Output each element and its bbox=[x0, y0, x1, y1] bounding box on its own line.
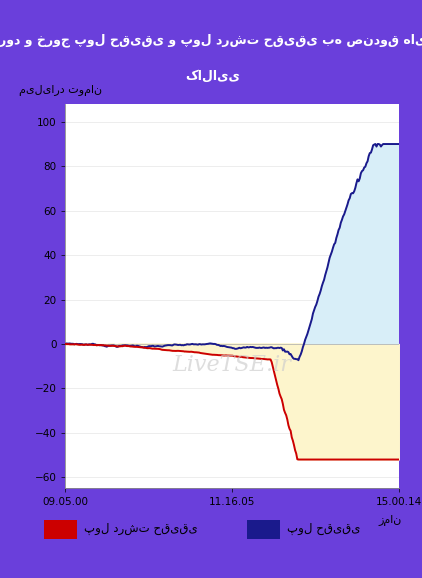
Text: زمان: زمان bbox=[379, 516, 402, 527]
Text: میلیارد تومان: میلیارد تومان bbox=[19, 86, 102, 97]
Text: پول درشت حقیقی: پول درشت حقیقی bbox=[84, 523, 197, 535]
Text: پول حقیقی: پول حقیقی bbox=[287, 523, 360, 535]
Text: کالایی: کالایی bbox=[186, 70, 241, 83]
Text: LiveTSE.ir: LiveTSE.ir bbox=[173, 354, 292, 376]
Bar bbox=[44, 520, 77, 539]
Text: یورود و خروج پول حقیقی و پول درشت حقیقی به صندوق های ای: یورود و خروج پول حقیقی و پول درشت حقیقی … bbox=[0, 33, 422, 47]
Bar bbox=[247, 520, 280, 539]
